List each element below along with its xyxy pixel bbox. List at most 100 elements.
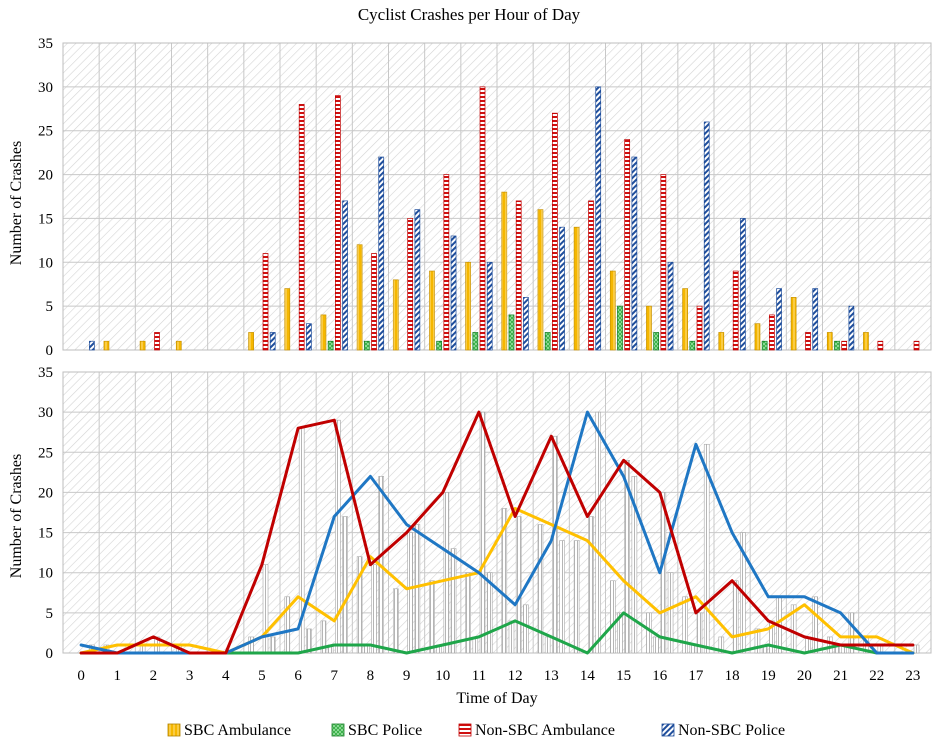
bar-top-non-sbc-ambulance (371, 253, 377, 351)
bar-top-non-sbc-ambulance (660, 174, 667, 351)
bar-bottom-non-sbc-police (667, 572, 674, 654)
bar-top-non-sbc-ambulance (913, 340, 920, 351)
bottom-y-tick-label: 20 (38, 485, 53, 501)
bar-top-sbc-police (689, 340, 696, 351)
top-y-tick-label: 20 (38, 168, 53, 184)
bar-bottom-non-sbc-ambulance (407, 532, 413, 654)
x-tick-label: 16 (652, 668, 668, 684)
bar-top-non-sbc-ambulance (298, 104, 305, 351)
bar-top-non-sbc-ambulance (588, 200, 594, 351)
bar-bottom-non-sbc-ambulance (443, 492, 450, 654)
top-y-tick-label: 5 (46, 299, 54, 315)
top-y-tick-label: 35 (38, 36, 53, 52)
x-tick-label: 14 (580, 668, 596, 684)
bottom-y-tick-label: 30 (38, 405, 53, 421)
top-panel: 0 5 10 15 20 25 30 35 (38, 36, 932, 359)
bar-top-non-sbc-ambulance (407, 218, 414, 351)
bar-top-sbc-police (363, 340, 370, 351)
x-tick-label: 17 (688, 668, 704, 684)
bar-bottom-non-sbc-police (595, 411, 602, 654)
bar-top-non-sbc-police (306, 323, 312, 351)
bar-top-non-sbc-police (595, 86, 602, 351)
bar-top-sbc-ambulance (248, 332, 254, 351)
x-tick-label: 23 (905, 668, 920, 684)
bar-top-sbc-police (327, 340, 334, 351)
bar-top-sbc-ambulance (718, 332, 725, 351)
bar-bottom-non-sbc-police (631, 476, 638, 654)
bar-top-non-sbc-ambulance (696, 305, 703, 351)
bar-bottom-sbc-ambulance (320, 620, 327, 654)
top-y-tick-label: 25 (38, 124, 53, 140)
bar-top-non-sbc-ambulance (479, 86, 486, 351)
bar-top-sbc-police (834, 340, 840, 351)
bar-bottom-non-sbc-police (559, 540, 565, 654)
x-tick-label: 10 (435, 668, 450, 684)
x-tick-label: 22 (869, 668, 884, 684)
bar-top-sbc-ambulance (103, 340, 110, 351)
bottom-y-tick-label: 25 (38, 445, 53, 461)
legend: SBC Ambulance SBC Police Non-SBC Ambulan… (167, 722, 785, 739)
bar-top-non-sbc-ambulance (877, 340, 884, 351)
bottom-y-tick-label: 15 (38, 526, 53, 542)
bar-top-sbc-police (544, 332, 551, 351)
chart-title: Cyclist Crashes per Hour of Day (358, 5, 581, 24)
bar-bottom-non-sbc-police (703, 443, 710, 654)
x-axis-label: Time of Day (456, 690, 537, 707)
bar-top-non-sbc-ambulance (335, 95, 341, 351)
bar-bottom-non-sbc-police (812, 596, 819, 654)
bar-top-non-sbc-ambulance (732, 270, 739, 351)
x-tick-label: 2 (150, 668, 158, 684)
bar-top-non-sbc-ambulance (768, 314, 775, 351)
bar-bottom-non-sbc-ambulance (371, 564, 377, 654)
bar-bottom-non-sbc-ambulance (588, 516, 594, 654)
bar-top-sbc-ambulance (284, 288, 291, 351)
legend-swatch-sbc-police (331, 723, 345, 737)
bar-top-non-sbc-ambulance (515, 200, 522, 351)
bar-top-non-sbc-police (703, 121, 710, 351)
legend-label-non-sbc-ambulance: Non-SBC Ambulance (475, 722, 615, 739)
x-tick-label: 13 (544, 668, 559, 684)
top-y-tick-label: 0 (46, 343, 54, 359)
bar-top-sbc-ambulance (790, 297, 797, 351)
bar-top-non-sbc-police (486, 261, 493, 351)
bar-top-sbc-police (617, 305, 623, 351)
bar-bottom-sbc-police (508, 620, 515, 654)
top-plot-border (62, 42, 932, 351)
bar-top-non-sbc-ambulance (805, 332, 811, 351)
bar-top-non-sbc-police (450, 235, 457, 351)
bottom-y-tick-label: 10 (38, 566, 53, 582)
bar-top-sbc-ambulance (356, 244, 363, 351)
bar-bottom-non-sbc-ambulance (335, 419, 341, 654)
bottom-plot-border (62, 371, 932, 654)
bar-bottom-non-sbc-ambulance (552, 435, 558, 654)
top-y-tick-label: 30 (38, 80, 53, 96)
bar-bottom-non-sbc-ambulance (660, 492, 667, 654)
x-tick-label: 8 (367, 668, 375, 684)
bar-top-sbc-ambulance (320, 314, 327, 351)
bar-top-sbc-ambulance (139, 340, 146, 351)
top-y-tick-label: 10 (38, 255, 53, 271)
bar-top-sbc-ambulance (392, 279, 399, 351)
bar-top-sbc-ambulance (501, 191, 508, 351)
bar-top-non-sbc-ambulance (154, 332, 160, 351)
bar-bottom-non-sbc-police (414, 524, 421, 654)
bar-bottom-non-sbc-police (848, 612, 855, 654)
bar-top-sbc-ambulance (175, 340, 182, 351)
bar-bottom-sbc-ambulance (392, 588, 399, 654)
y-axis-label-bottom: Number of Crashes (8, 454, 25, 578)
bar-bottom-non-sbc-police (306, 628, 312, 654)
x-tick-label: 19 (761, 668, 776, 684)
bar-bottom-non-sbc-police (486, 572, 493, 654)
line-non-sbc-ambulance (79, 410, 915, 655)
x-tick-label: 1 (114, 668, 122, 684)
bar-bottom-sbc-ambulance (501, 508, 508, 654)
x-tick-label: 9 (403, 668, 411, 684)
bar-top-non-sbc-police (812, 288, 819, 351)
y-axis-label-top: Number of Crashes (8, 141, 25, 265)
legend-label-non-sbc-police: Non-SBC Police (678, 722, 785, 739)
bar-top-sbc-ambulance (682, 288, 688, 351)
bar-bottom-sbc-ambulance (754, 628, 761, 654)
legend-swatch-non-sbc-police (661, 723, 675, 737)
